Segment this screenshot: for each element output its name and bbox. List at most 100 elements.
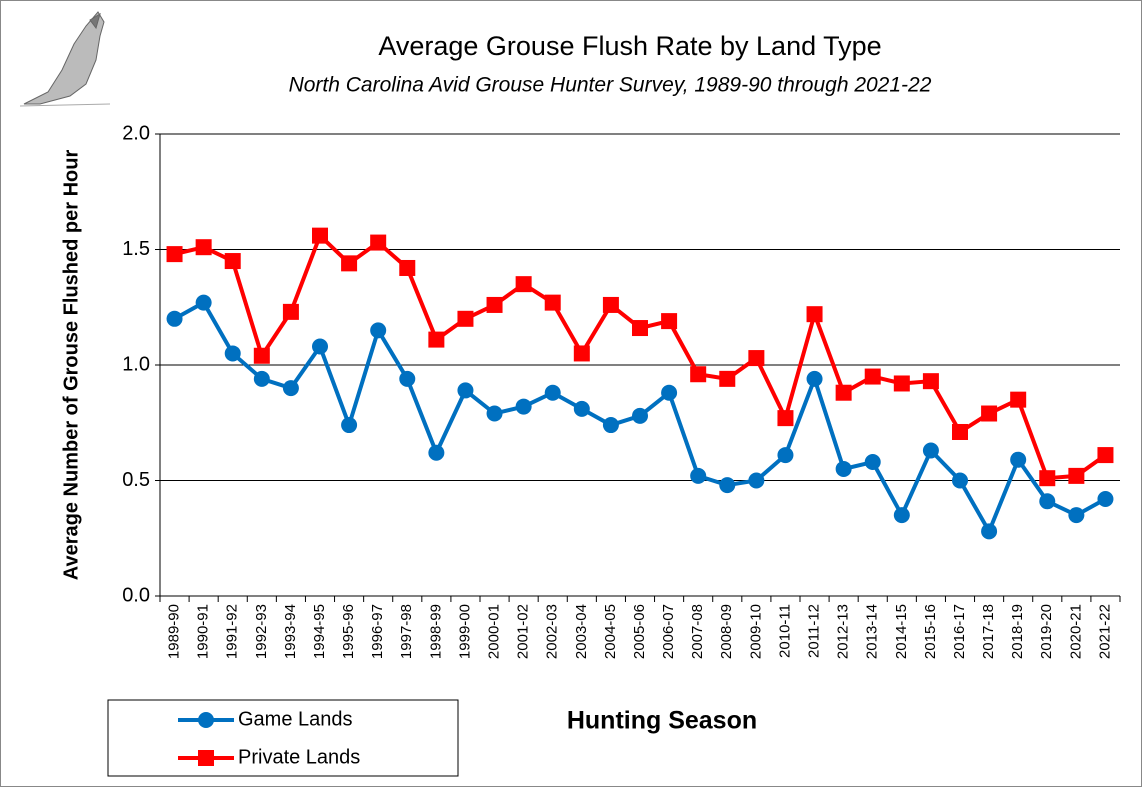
x-tick-label: 2010-11: [776, 604, 793, 658]
x-tick-label: 2008-09: [718, 604, 735, 659]
data-point: [282, 380, 299, 397]
data-point: [457, 310, 474, 327]
chart-subtitle: North Carolina Avid Grouse Hunter Survey…: [289, 74, 932, 97]
data-point: [602, 417, 619, 434]
data-point: [573, 400, 590, 417]
x-axis-title: Hunting Season: [567, 707, 757, 735]
grouse-illustration: [19, 11, 111, 107]
data-point: [370, 322, 387, 339]
data-point: [748, 350, 765, 367]
x-tick-label: 2009-10: [747, 604, 764, 659]
data-point: [457, 382, 474, 399]
x-tick-label: 2005-06: [631, 604, 648, 659]
data-point: [661, 313, 678, 330]
data-point: [835, 384, 852, 401]
data-point: [399, 370, 416, 387]
data-point: [312, 338, 328, 355]
x-tick-label: 2013-14: [864, 604, 881, 659]
x-tick-label: 2000-01: [486, 604, 503, 659]
data-point: [544, 294, 561, 311]
data-point: [952, 472, 968, 489]
data-point: [224, 345, 241, 362]
x-tick-label: 2019-20: [1038, 604, 1055, 659]
x-tick-label: 2021-22: [1096, 604, 1113, 659]
x-tick-label: 2002-03: [544, 604, 561, 659]
data-point: [399, 259, 416, 276]
y-tick-label: 2.0: [122, 122, 150, 144]
x-tick-label: 2012-13: [835, 604, 852, 659]
x-tick-label: 1992-93: [253, 604, 270, 659]
data-point: [864, 454, 881, 471]
data-point: [690, 467, 707, 484]
y-axis-title: Average Number of Grouse Flushed per Hou…: [60, 150, 82, 581]
y-tick-label: 1.0: [122, 353, 150, 375]
y-tick-label: 0.0: [122, 584, 150, 606]
x-tick-label: 1997-98: [398, 604, 415, 659]
x-tick-label: 1999-00: [456, 604, 473, 659]
x-tick-label: 1990-91: [195, 604, 212, 659]
legend-marker: [198, 712, 214, 728]
data-point: [282, 303, 299, 320]
x-tick-label: 2003-04: [573, 604, 590, 659]
data-point: [981, 405, 998, 422]
data-point: [893, 375, 910, 392]
data-point: [952, 423, 968, 440]
data-point: [341, 417, 358, 434]
data-point: [922, 373, 939, 390]
data-point: [1068, 507, 1085, 524]
data-point: [661, 384, 678, 401]
data-point: [893, 507, 910, 524]
data-point: [166, 246, 183, 263]
legend-label: Private Lands: [238, 746, 360, 768]
data-point: [1097, 490, 1114, 507]
x-tick-label: 2007-08: [689, 604, 706, 659]
data-point: [195, 294, 212, 311]
data-point: [777, 410, 794, 427]
data-point: [1010, 451, 1027, 468]
data-point: [312, 227, 328, 244]
data-point: [1010, 391, 1027, 408]
data-point: [864, 368, 881, 385]
data-point: [1039, 470, 1056, 487]
data-point: [777, 447, 794, 464]
chart-title: Average Grouse Flush Rate by Land Type: [378, 31, 881, 61]
data-point: [341, 255, 358, 272]
x-tick-label: 1995-96: [340, 604, 357, 659]
data-point: [573, 345, 590, 362]
data-point: [835, 460, 852, 477]
x-tick-label: 2004-05: [602, 604, 619, 659]
data-point: [515, 276, 532, 293]
x-tick-label: 2015-16: [922, 604, 939, 659]
data-point: [195, 239, 212, 256]
x-tick-label: 1991-92: [224, 604, 241, 659]
data-point: [486, 296, 503, 313]
x-tick-label: 2018-19: [1009, 604, 1026, 659]
data-point: [632, 320, 648, 337]
x-tick-label: 2017-18: [980, 604, 997, 659]
data-point: [981, 523, 998, 540]
x-tick-label: 1989-90: [166, 604, 183, 659]
data-point: [602, 296, 619, 313]
legend-marker: [198, 750, 214, 766]
x-tick-label: 1996-97: [369, 604, 386, 659]
data-point: [253, 370, 270, 387]
data-point: [370, 234, 387, 251]
data-point: [690, 366, 707, 383]
x-tick-label: 2014-15: [893, 604, 910, 659]
x-tick-label: 2016-17: [951, 604, 968, 659]
data-point: [806, 306, 823, 323]
data-point: [166, 310, 183, 327]
data-point: [253, 347, 270, 364]
x-tick-label: 2020-21: [1067, 604, 1084, 659]
data-point: [719, 370, 736, 387]
data-point: [922, 442, 939, 459]
x-tick-label: 1998-99: [427, 604, 444, 659]
data-point: [224, 253, 241, 270]
x-tick-label: 2006-07: [660, 604, 677, 659]
x-tick-label: 2001-02: [515, 604, 532, 659]
x-tick-label: 2011-12: [806, 604, 823, 658]
x-tick-label: 1993-94: [282, 604, 299, 659]
legend-label: Game Lands: [238, 708, 353, 730]
